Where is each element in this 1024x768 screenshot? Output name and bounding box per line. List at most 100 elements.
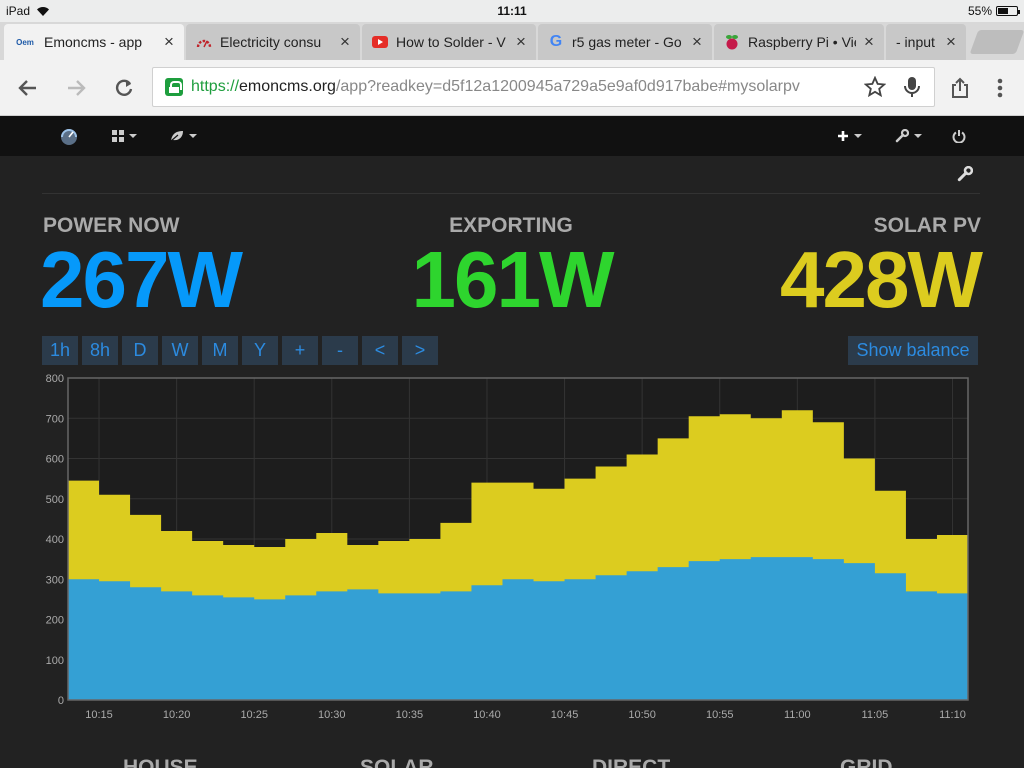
solar-pv-value: 428W xyxy=(780,235,983,324)
exporting-value: 161W xyxy=(411,235,615,324)
share-icon[interactable] xyxy=(946,74,974,102)
close-icon[interactable]: × xyxy=(692,32,702,51)
x-tick-label: 10:50 xyxy=(628,709,656,721)
microphone-icon[interactable] xyxy=(904,76,920,103)
logout-power-icon[interactable] xyxy=(952,126,966,146)
tab-title: r5 gas meter - Go xyxy=(572,34,682,50)
tab-input[interactable]: - input × xyxy=(886,24,966,60)
zoom-out-button[interactable]: - xyxy=(322,336,358,365)
range-week-button[interactable]: W xyxy=(162,336,198,365)
show-balance-button[interactable]: Show balance xyxy=(848,336,978,365)
x-tick-label: 11:10 xyxy=(939,709,966,721)
tab-title: Raspberry Pi • Vie xyxy=(748,34,856,50)
y-tick-label: 700 xyxy=(46,413,64,425)
emoncms-favicon: Oem xyxy=(16,37,34,47)
close-icon[interactable]: × xyxy=(516,32,526,51)
y-tick-label: 500 xyxy=(46,494,64,506)
range-1h-button[interactable]: 1h xyxy=(42,336,78,365)
x-tick-label: 10:30 xyxy=(318,709,346,721)
x-tick-label: 10:45 xyxy=(551,709,579,721)
back-arrow-icon[interactable] xyxy=(14,74,42,102)
house-series-area xyxy=(68,557,968,700)
more-menu-icon[interactable] xyxy=(986,74,1014,102)
time-range-buttons: 1h 8h D W M Y + - < > xyxy=(42,336,438,365)
battery-percent: 55% xyxy=(967,4,992,18)
divider xyxy=(42,193,980,194)
chevron-down-icon xyxy=(914,134,922,138)
tab-title: Electricity consu xyxy=(220,34,322,50)
youtube-icon xyxy=(372,34,388,50)
y-tick-label: 200 xyxy=(46,615,64,627)
power-area-chart[interactable]: 800 700 600 500 400 300 200 100 0 10:15 10:20 10:25… xyxy=(0,368,1024,728)
tab-electricity[interactable]: Electricity consu × xyxy=(186,24,360,60)
power-now-label: POWER NOW xyxy=(43,214,180,237)
chevron-down-icon xyxy=(189,134,197,138)
y-tick-label: 400 xyxy=(46,534,64,546)
new-tab-button[interactable] xyxy=(969,30,1024,54)
zoom-in-button[interactable]: + xyxy=(282,336,318,365)
close-icon[interactable]: × xyxy=(340,32,350,51)
tab-youtube[interactable]: How to Solder - V × xyxy=(362,24,536,60)
mysolarpv-app: POWER NOW 267W EXPORTING 161W SOLAR PV 4… xyxy=(0,156,1024,768)
close-icon[interactable]: × xyxy=(864,32,874,51)
tab-raspberry[interactable]: Raspberry Pi • Vie × xyxy=(714,24,884,60)
y-tick-label: 300 xyxy=(46,574,64,586)
url-text: https://emoncms.org/app?readkey=d5f12a12… xyxy=(191,78,800,95)
pan-left-button[interactable]: < xyxy=(362,336,398,365)
address-bar[interactable]: https://emoncms.org/app?readkey=d5f12a12… xyxy=(152,67,935,107)
y-tick-label: 600 xyxy=(46,454,64,466)
lock-icon xyxy=(165,78,183,96)
close-icon[interactable]: × xyxy=(946,32,956,51)
y-tick-label: 800 xyxy=(46,373,64,385)
x-tick-label: 10:25 xyxy=(240,709,268,721)
wifi-icon xyxy=(37,6,50,16)
app-navbar xyxy=(0,116,1024,156)
tab-title: How to Solder - V xyxy=(396,34,506,50)
battery-icon xyxy=(996,6,1020,16)
exporting-label: EXPORTING xyxy=(449,214,573,237)
solar-pv-label: SOLAR PV xyxy=(873,214,981,237)
raspberry-icon xyxy=(724,34,740,50)
range-month-button[interactable]: M xyxy=(202,336,238,365)
grid-summary-label: GRID xyxy=(840,756,893,768)
direct-summary-label: DIRECT xyxy=(592,756,671,768)
status-bar: iPad 11:11 55% xyxy=(0,0,1024,22)
tab-title: - input xyxy=(896,34,935,50)
solar-summary-label: SOLAR xyxy=(360,756,434,768)
leaf-menu-icon[interactable] xyxy=(170,126,197,146)
range-year-button[interactable]: Y xyxy=(242,336,278,365)
wrench-menu-icon[interactable] xyxy=(895,126,922,146)
range-day-button[interactable]: D xyxy=(122,336,158,365)
x-tick-label: 11:00 xyxy=(784,709,811,721)
x-tick-label: 10:15 xyxy=(85,709,113,721)
emoncms-logo-icon[interactable] xyxy=(58,126,80,146)
apps-menu-icon[interactable] xyxy=(112,126,137,146)
tab-google[interactable]: G r5 gas meter - Go × xyxy=(538,24,712,60)
x-tick-label: 10:40 xyxy=(473,709,501,721)
x-tick-label: 10:35 xyxy=(396,709,424,721)
clock: 11:11 xyxy=(497,4,527,18)
app-config-wrench-icon[interactable] xyxy=(957,165,975,184)
tab-strip: Oem Emoncms - app × Electricity consu × … xyxy=(0,22,1024,60)
close-icon[interactable]: × xyxy=(164,32,174,51)
range-8h-button[interactable]: 8h xyxy=(82,336,118,365)
tab-title: Emoncms - app xyxy=(44,34,143,50)
forward-arrow-icon[interactable] xyxy=(62,74,90,102)
gauge-icon xyxy=(196,34,212,50)
tab-emoncms[interactable]: Oem Emoncms - app × xyxy=(4,24,184,60)
y-tick-label: 0 xyxy=(58,695,64,707)
browser-toolbar: https://emoncms.org/app?readkey=d5f12a12… xyxy=(0,60,1024,116)
chevron-down-icon xyxy=(854,134,862,138)
pan-right-button[interactable]: > xyxy=(402,336,438,365)
y-tick-label: 100 xyxy=(46,655,64,667)
chevron-down-icon xyxy=(129,134,137,138)
house-summary-label: HOUSE xyxy=(123,756,198,768)
star-icon[interactable] xyxy=(863,75,887,103)
x-tick-label: 10:55 xyxy=(706,709,734,721)
x-tick-label: 10:20 xyxy=(163,709,191,721)
add-menu-icon[interactable] xyxy=(837,126,862,146)
reload-icon[interactable] xyxy=(110,74,138,102)
chart-border xyxy=(67,377,969,701)
power-now-value: 267W xyxy=(40,235,243,324)
